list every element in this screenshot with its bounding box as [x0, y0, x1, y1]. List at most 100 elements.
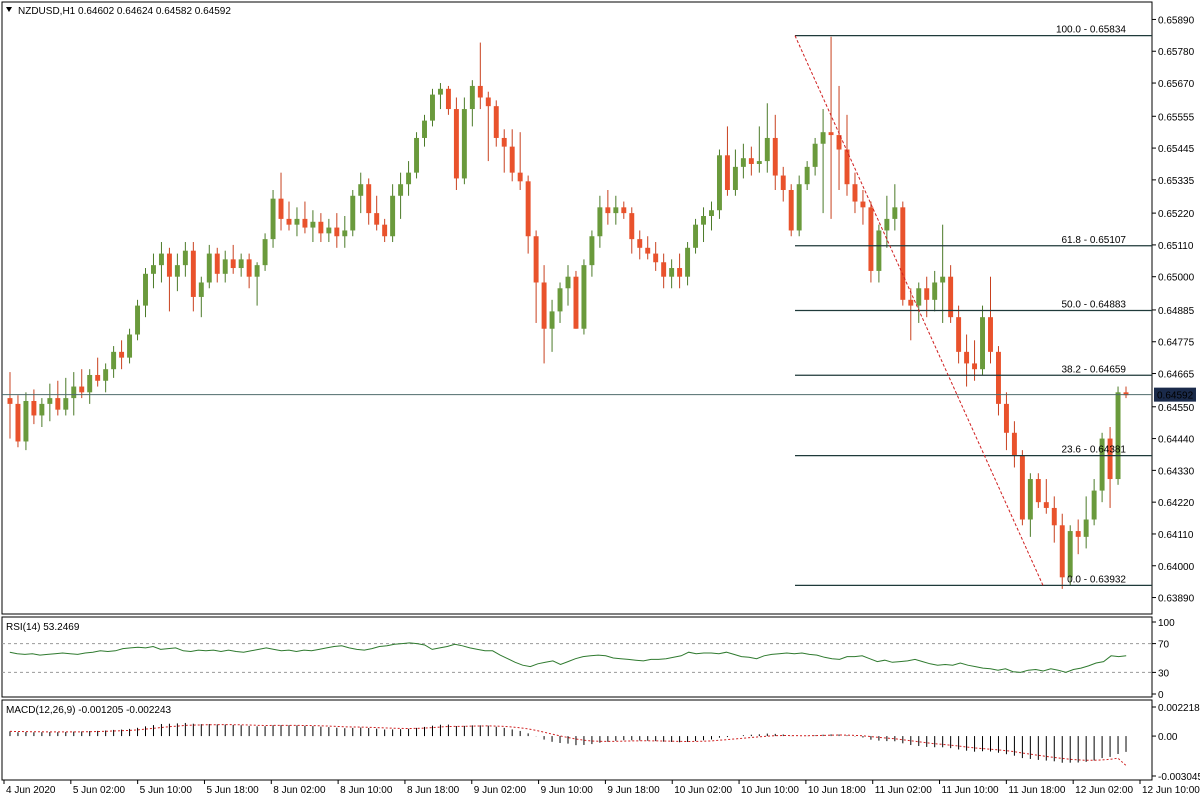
candle-body	[166, 253, 172, 277]
fib-level-label: 100.0 - 0.65834	[1056, 25, 1126, 36]
candle-body	[39, 403, 45, 416]
candle-body	[589, 236, 595, 266]
candle-body	[724, 155, 730, 190]
fib-level-label: 50.0 - 0.64883	[1062, 300, 1127, 311]
candle-body	[469, 85, 475, 110]
macd-tick-label: 0.00	[1158, 732, 1178, 743]
candle-body	[358, 184, 364, 196]
candle-body	[701, 216, 706, 225]
candle-body	[988, 317, 993, 352]
candle-body	[198, 282, 204, 297]
candle-body	[286, 218, 292, 225]
price-tick-label: 0.65335	[1158, 176, 1195, 187]
time-tick-label: 8 Jun 10:00	[340, 785, 393, 796]
candle-body	[525, 181, 531, 237]
price-tick-label: 0.64440	[1158, 435, 1195, 446]
candle-body	[111, 351, 117, 370]
price-tick-label: 0.64110	[1158, 530, 1194, 541]
candle-body	[852, 184, 858, 202]
candle-body	[541, 282, 547, 329]
collapse-triangle-icon[interactable]	[6, 7, 12, 12]
candle-body	[390, 195, 396, 237]
candle-body	[756, 161, 762, 164]
price-tick-label: 0.64000	[1158, 562, 1195, 573]
time-tick-label: 5 Jun 02:00	[73, 785, 126, 796]
candle-body	[716, 155, 722, 211]
current-price-box	[1154, 387, 1196, 402]
candle-body	[453, 109, 459, 179]
candle-body	[190, 250, 196, 297]
candle-body	[621, 207, 627, 214]
time-tick-label: 5 Jun 18:00	[206, 785, 259, 796]
candles-group	[7, 36, 1129, 589]
candle-body	[693, 224, 699, 248]
candle-body	[812, 143, 818, 167]
candle-body	[653, 253, 659, 263]
time-tick-label: 12 Jun 10:00	[1142, 785, 1200, 796]
candle-body	[629, 213, 635, 240]
candle-body	[493, 106, 499, 138]
time-tick-label: 11 Jun 18:00	[1008, 785, 1066, 796]
price-tick-label: 0.65000	[1158, 273, 1195, 284]
candle-body	[334, 227, 340, 237]
time-tick-label: 4 Jun 2020	[6, 785, 56, 796]
time-tick-label: 8 Jun 02:00	[273, 785, 326, 796]
candle-body	[1115, 392, 1121, 480]
time-tick-label: 8 Jun 18:00	[407, 785, 460, 796]
fibonacci-retracement[interactable]: 100.0 - 0.65834 61.8 - 0.65107 50.0 - 0.64…	[794, 25, 1152, 587]
fib-trendline	[794, 35, 1044, 586]
rsi-line-group	[2, 642, 1152, 673]
candle-body	[597, 207, 603, 237]
candle-body	[892, 207, 898, 219]
candle-body	[270, 198, 276, 240]
fib-level-label: 0.0 - 0.63932	[1067, 574, 1126, 585]
candle-body	[1091, 490, 1097, 520]
candle-body	[350, 195, 356, 231]
price-tick-label: 0.63890	[1158, 594, 1195, 605]
candle-body	[1083, 519, 1089, 537]
candle-body	[1027, 479, 1033, 520]
fib-level-label: 23.6 - 0.64381	[1062, 445, 1127, 456]
candle-body	[398, 184, 404, 196]
price-tick-label: 0.64220	[1158, 498, 1195, 509]
candle-body	[772, 137, 778, 176]
time-tick-label: 11 Jun 02:00	[875, 785, 933, 796]
candle-body	[422, 120, 427, 138]
candle-body	[565, 276, 571, 289]
candle-body	[63, 398, 69, 410]
rsi-tick-label: 100	[1158, 618, 1175, 629]
candle-body	[206, 253, 212, 283]
macd-tick-label: -0.003045	[1158, 772, 1200, 783]
candle-body	[709, 210, 714, 217]
rsi-tick-label: 30	[1158, 668, 1170, 679]
macd-signal-line	[9, 724, 1127, 766]
candle-body	[382, 224, 388, 237]
candle-body	[182, 250, 188, 266]
candle-body	[1075, 531, 1081, 537]
candle-body	[876, 230, 882, 271]
candle-body	[318, 221, 324, 234]
macd-readout: MACD(12,26,9) -0.001205 -0.002243	[6, 705, 172, 716]
candle-body	[246, 259, 252, 277]
candle-body	[669, 268, 675, 277]
candle-body	[980, 317, 985, 370]
time-tick-label: 5 Jun 10:00	[140, 785, 193, 796]
candle-body	[836, 135, 842, 150]
price-tick-label: 0.65445	[1158, 144, 1195, 155]
price-tick-label: 0.65890	[1158, 15, 1195, 26]
fib-level-label: 61.8 - 0.65107	[1062, 235, 1127, 246]
candle-body	[342, 230, 348, 237]
candle-body	[254, 265, 260, 277]
symbol-readout: NZDUSD,H1 0.64602 0.64624 0.64582 0.6459…	[18, 6, 231, 17]
candle-body	[151, 265, 156, 274]
time-tick-label: 9 Jun 18:00	[607, 785, 660, 796]
candle-body	[820, 132, 826, 144]
candle-body	[143, 273, 148, 306]
candle-body	[501, 137, 507, 147]
candle-body	[1107, 438, 1113, 480]
candle-body	[605, 207, 611, 214]
time-tick-label: 10 Jun 10:00	[741, 785, 799, 796]
candle-body	[932, 282, 938, 300]
candle-body	[972, 363, 978, 370]
